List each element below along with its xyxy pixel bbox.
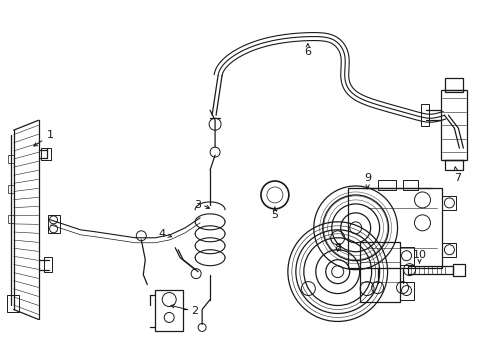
Bar [407,266,452,274]
Bar [43,257,51,272]
Bar [442,196,455,210]
Text: 8: 8 [333,243,341,253]
Text: 1: 1 [34,130,54,146]
Bar [421,104,428,126]
Bar [347,188,442,268]
Bar [452,264,465,276]
Text: 2: 2 [171,305,198,316]
Bar [445,78,463,92]
Bar [8,185,14,193]
Bar [445,160,463,170]
Bar [402,180,417,190]
Bar [399,247,413,265]
Bar [7,294,19,312]
Bar [155,289,183,332]
Bar [377,180,395,190]
Bar [47,215,60,233]
Bar [41,148,50,160]
Text: 5: 5 [271,207,278,220]
Bar [8,155,14,163]
Bar [399,282,413,300]
Text: 7: 7 [453,167,460,183]
Text: 3: 3 [194,200,201,210]
Text: 10: 10 [412,250,426,263]
Text: 9: 9 [364,173,370,189]
Text: 4: 4 [158,229,171,239]
Text: 6: 6 [304,44,311,58]
Bar [8,215,14,223]
Bar [442,243,455,257]
Bar [359,242,399,302]
Bar [441,90,467,160]
